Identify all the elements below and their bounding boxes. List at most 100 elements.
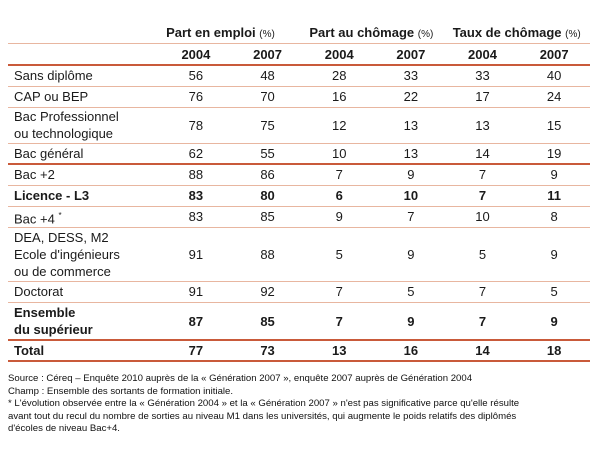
value-cell: 85 — [231, 302, 304, 342]
value-cell: 16 — [375, 340, 447, 363]
row-label: Sans diplôme — [8, 65, 161, 87]
year-header: 2007 — [375, 43, 447, 66]
table-row: Bac +2 88 86 7 9 7 9 — [8, 163, 590, 186]
value-cell: 7 — [303, 281, 376, 303]
value-cell: 5 — [518, 281, 590, 303]
table-row: Total 77 73 13 16 14 18 — [8, 340, 590, 363]
value-cell: 11 — [518, 185, 590, 207]
table-row: Bac Professionnel ou technologique 78 75 12 1… — [8, 107, 590, 144]
value-cell: 13 — [375, 143, 447, 165]
group-title: Taux de chômage — [452, 25, 562, 40]
group-header-chomage: Part au chômage (%) — [303, 22, 447, 44]
value-cell: 14 — [446, 143, 519, 165]
row-label-line: ou technologique — [14, 126, 114, 141]
value-cell: 19 — [518, 143, 590, 165]
value-cell: 7 — [303, 163, 376, 186]
group-unit: (%) — [259, 29, 275, 40]
row-label: Bac Professionnel ou technologique — [8, 107, 161, 144]
value-cell: 85 — [231, 206, 304, 228]
source-note: Source : Céreq – Enquête 2010 auprès de … — [8, 373, 473, 384]
value-cell: 6 — [303, 185, 376, 207]
value-cell: 7 — [446, 302, 519, 342]
table-row: Doctorat 91 92 7 5 7 5 — [8, 281, 590, 303]
value-cell: 28 — [303, 65, 376, 87]
table-row: Sans diplôme 56 48 28 33 33 40 — [8, 65, 590, 87]
value-cell: 77 — [160, 340, 232, 363]
year-header: 2004 — [160, 43, 232, 66]
value-cell: 7 — [446, 163, 519, 186]
header-blank-cell — [8, 43, 161, 66]
row-label-line: Ecole d'ingénieurs — [14, 246, 120, 262]
value-cell: 14 — [446, 340, 519, 363]
group-title: Part au chômage — [309, 25, 415, 40]
value-cell: 5 — [446, 227, 519, 282]
value-cell: 91 — [160, 227, 232, 282]
value-cell: 62 — [160, 143, 232, 165]
row-label-line: ou de commerce — [14, 263, 111, 279]
group-header-emploi: Part en emploi (%) — [160, 22, 304, 44]
value-cell: 13 — [446, 107, 519, 144]
value-cell: 80 — [231, 185, 304, 207]
value-cell: 9 — [375, 163, 447, 186]
row-label-line: Sans diplôme — [14, 68, 93, 84]
value-cell: 13 — [375, 107, 447, 144]
year-header-row: 2004 2007 2004 2007 2004 2007 — [8, 43, 590, 66]
table-row: DEA, DESS, M2 Ecole d'ingénieurs ou de com… — [8, 227, 590, 282]
row-label-line: Bac général — [14, 145, 84, 161]
value-cell: 9 — [518, 302, 590, 342]
row-label: Bac +2 — [8, 163, 161, 186]
row-label-line: Bac +2 — [14, 167, 55, 183]
row-label: Total — [8, 340, 161, 363]
value-cell: 10 — [446, 206, 519, 228]
footnotes: Source : Céreq – Enquête 2010 auprès de … — [8, 373, 598, 436]
row-label: CAP ou BEP — [8, 86, 161, 108]
group-unit: (%) — [565, 29, 581, 40]
value-cell: 33 — [446, 65, 519, 87]
employment-table: Part en emploi (%) Part au chômage (%) T… — [8, 22, 590, 363]
value-cell: 92 — [231, 281, 304, 303]
group-title: Part en emploi — [166, 25, 256, 40]
value-cell: 75 — [231, 107, 304, 144]
value-cell: 88 — [231, 227, 304, 282]
results-table-container: Part en emploi (%) Part au chômage (%) T… — [8, 22, 590, 363]
value-cell: 76 — [160, 86, 232, 108]
value-cell: 83 — [160, 185, 232, 207]
row-label-line: du supérieur — [14, 322, 93, 338]
value-cell: 87 — [160, 302, 232, 342]
value-cell: 9 — [375, 302, 447, 342]
year-header: 2007 — [231, 43, 304, 66]
value-cell: 78 — [160, 107, 232, 144]
value-cell: 17 — [446, 86, 519, 108]
row-label: Licence - L3 — [8, 185, 161, 207]
value-cell: 70 — [231, 86, 304, 108]
value-cell: 16 — [303, 86, 376, 108]
value-cell: 8 — [518, 206, 590, 228]
row-label-line: Licence - L3 — [14, 188, 90, 203]
row-label: Doctorat — [8, 281, 161, 303]
group-unit: (%) — [417, 29, 434, 40]
row-label-line: Bac +4 * — [14, 207, 160, 227]
value-cell: 83 — [160, 206, 232, 228]
value-cell: 86 — [231, 163, 304, 186]
row-label-line: Bac Professionnel — [14, 109, 119, 124]
value-cell: 12 — [303, 107, 376, 144]
value-cell: 40 — [518, 65, 590, 87]
asterisk-note-cont: avant tout du recul du nombre de sorties… — [8, 410, 517, 422]
row-label: Bac +4 * — [8, 206, 161, 228]
value-cell: 10 — [303, 143, 376, 165]
row-label-line: Ensemble — [14, 305, 76, 321]
value-cell: 9 — [303, 206, 376, 228]
value-cell: 9 — [518, 227, 590, 282]
table-row: Bac général 62 55 10 13 14 19 — [8, 143, 590, 165]
value-cell: 10 — [375, 185, 447, 207]
value-cell: 7 — [303, 302, 376, 342]
row-label-line: CAP ou BEP — [14, 89, 89, 104]
value-cell: 7 — [446, 281, 519, 303]
value-cell: 48 — [231, 65, 304, 87]
value-cell: 91 — [160, 281, 232, 303]
value-cell: 22 — [375, 86, 447, 108]
value-cell: 24 — [518, 86, 590, 108]
row-label-line: DEA, DESS, M2 — [14, 229, 109, 245]
asterisk-note: * L'évolution observée entre la « Généra… — [8, 398, 520, 410]
group-header-row: Part en emploi (%) Part au chômage (%) T… — [8, 22, 590, 44]
